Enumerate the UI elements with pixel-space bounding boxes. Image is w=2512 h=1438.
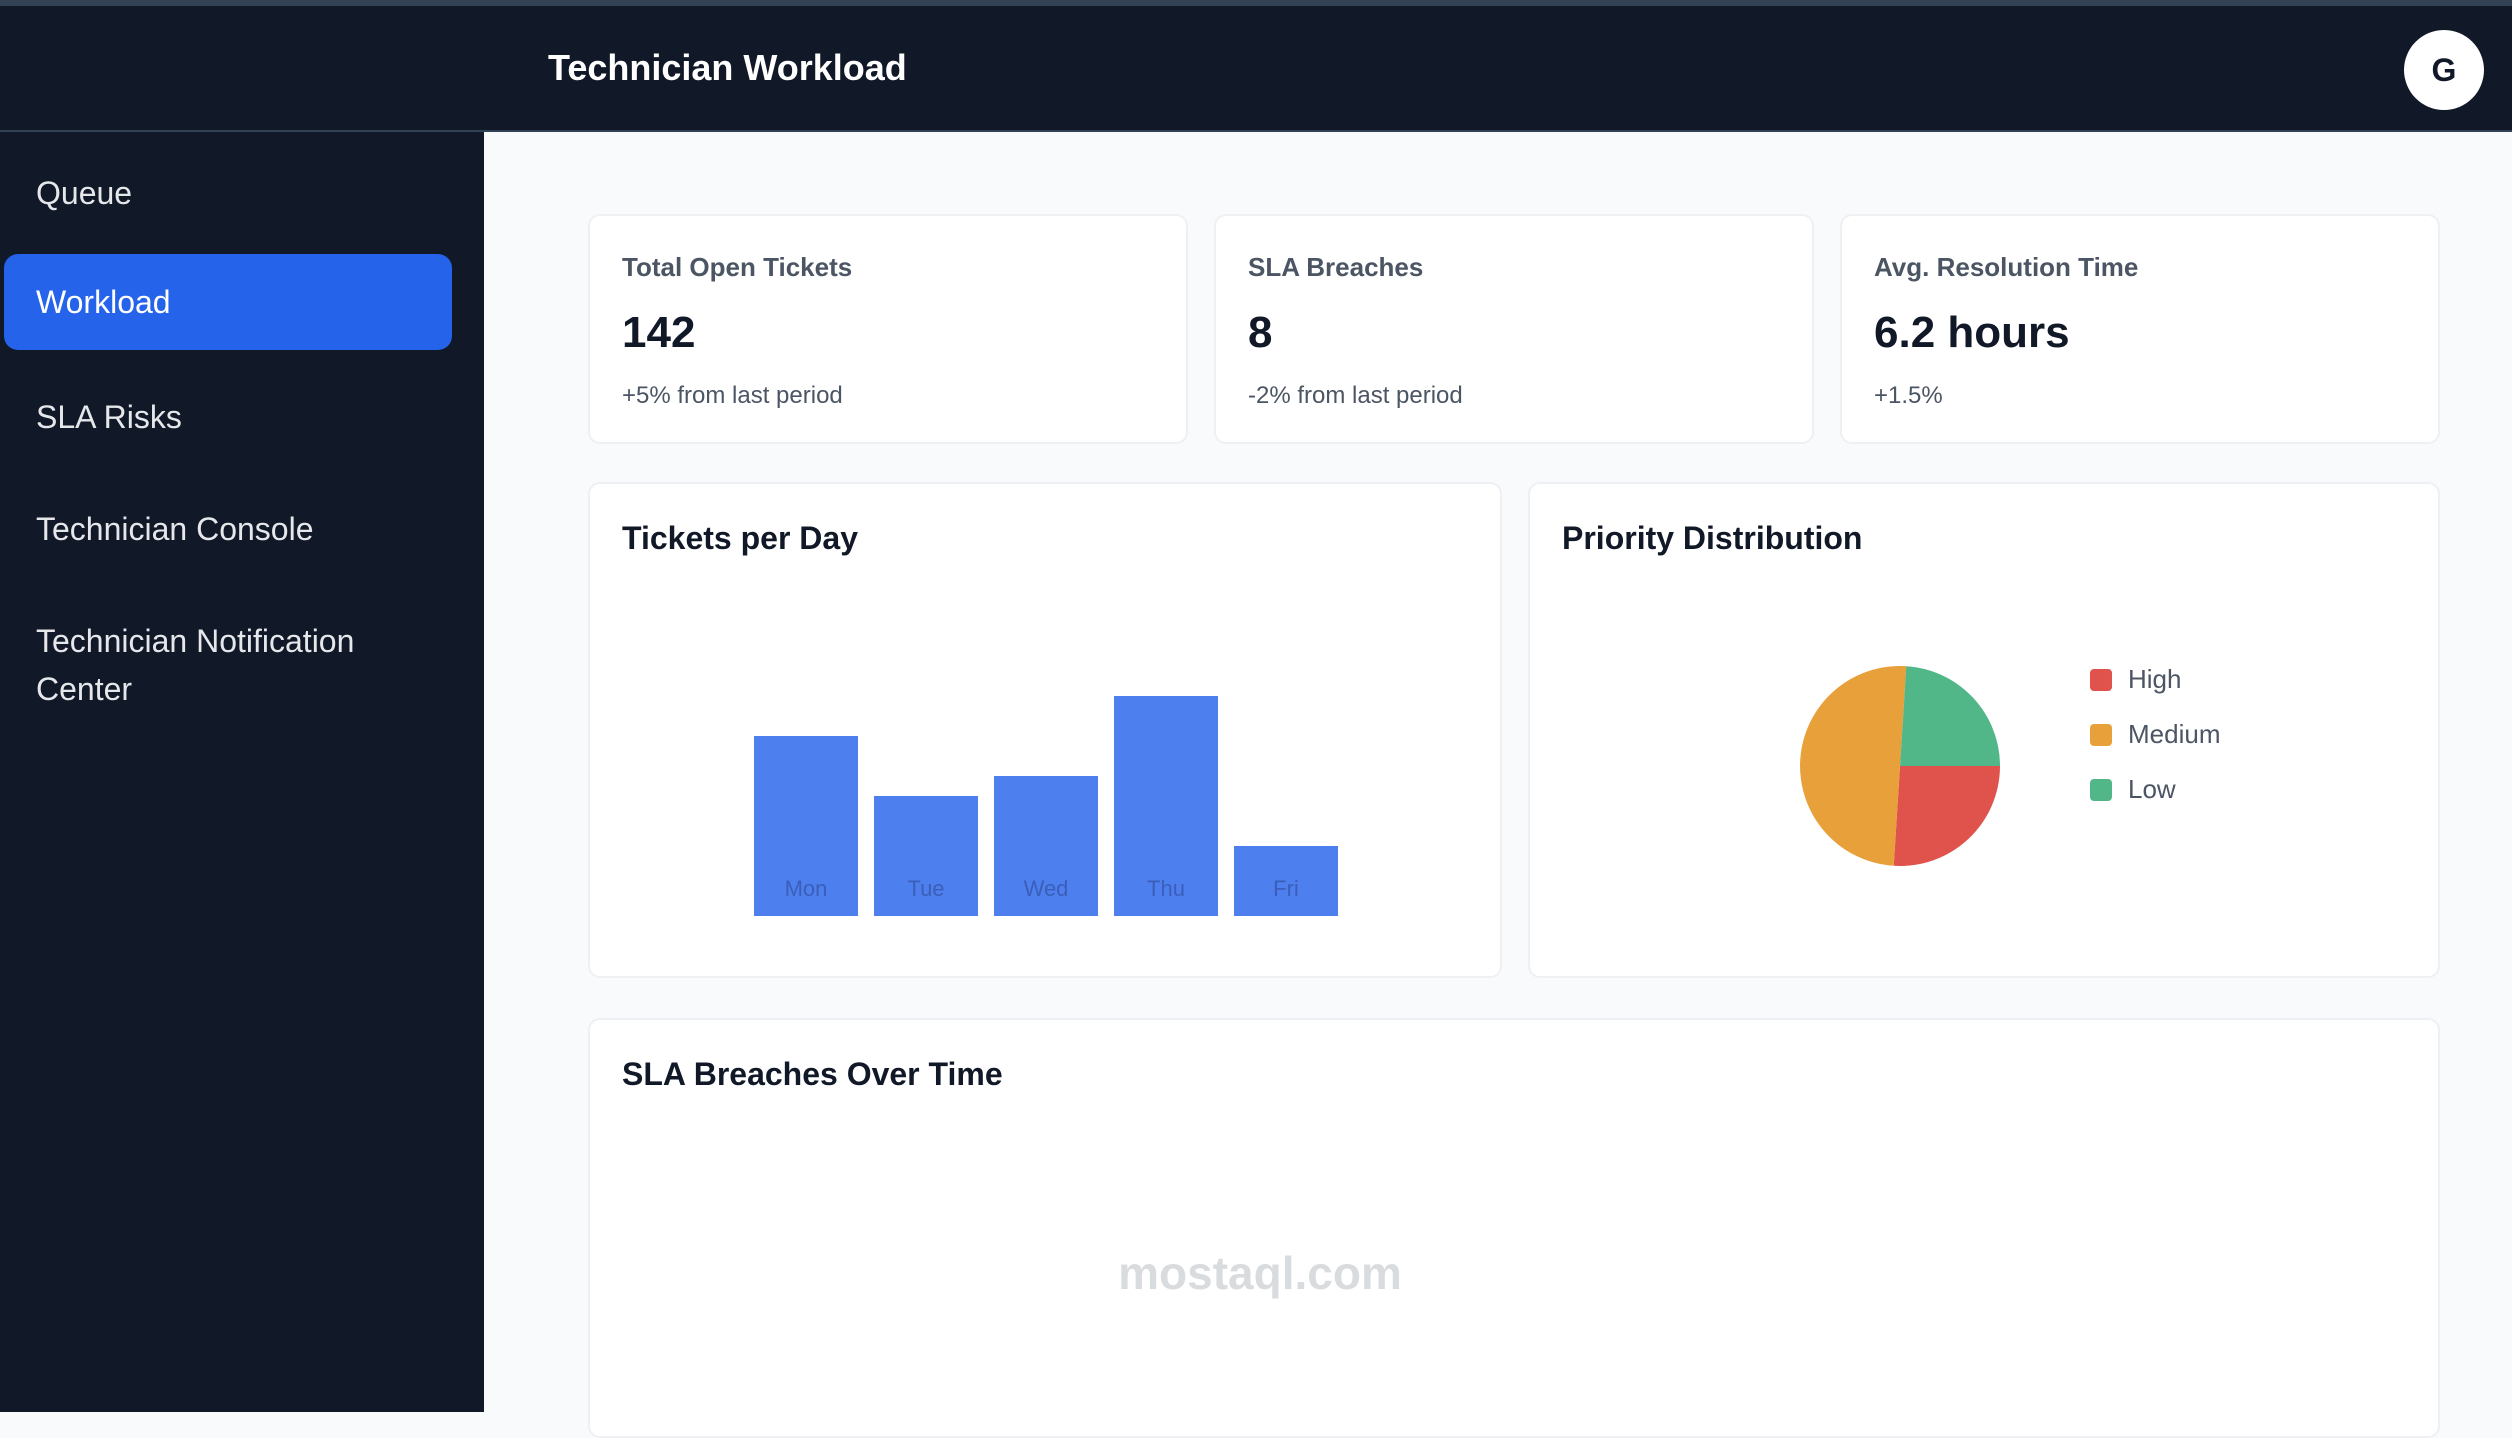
pie-slice-medium — [1800, 666, 1907, 866]
legend-item-low: Low — [2090, 774, 2176, 805]
stat-label: Avg. Resolution Time — [1874, 252, 2139, 282]
legend-swatch-high — [2090, 668, 2112, 691]
stat-change: +1.5% — [1874, 382, 1943, 409]
chart-title: SLA Breaches Over Time — [622, 1056, 1003, 1092]
line-chart — [590, 1020, 2438, 1436]
sidebar: Queue Workload SLA Risks Technician Cons… — [0, 132, 484, 1412]
stat-label: Total Open Tickets — [622, 252, 853, 282]
sidebar-item-technician-console[interactable]: Technician Console — [4, 500, 452, 558]
legend-label: Medium — [2128, 719, 2221, 749]
sidebar-item-sla-risks[interactable]: SLA Risks — [4, 388, 452, 446]
bar-chart: Mon Tue Wed Thu Fri — [754, 696, 1338, 916]
legend-swatch-low — [2090, 778, 2112, 801]
bar-fri — [1234, 846, 1338, 916]
legend-label: High — [2128, 664, 2182, 694]
top-header: Technician Workload G — [0, 6, 2512, 132]
window-top-border — [0, 0, 2512, 6]
tickets-per-day-card: Tickets per Day Mon Tue Wed Thu Fri — [588, 482, 1502, 978]
stat-change: -2% from last period — [1248, 382, 1463, 409]
bar-tick-label: Tue — [907, 876, 944, 901]
stat-value: 6.2 hours — [1874, 308, 2070, 357]
bar-tick-label: Mon — [785, 876, 828, 901]
stat-change: +5% from last period — [622, 382, 843, 409]
page-title: Technician Workload — [548, 47, 907, 88]
stat-card-avg-resolution-time: Avg. Resolution Time 6.2 hours +1.5% — [1840, 214, 2440, 444]
sidebar-item-label: Technician Notification — [36, 623, 355, 659]
bar-tue — [874, 796, 978, 916]
watermark: mostaql.com — [1118, 1247, 1402, 1299]
stat-value: 142 — [622, 308, 696, 357]
bar-tick-label: Thu — [1147, 876, 1185, 901]
stat-card-sla-breaches: SLA Breaches 8 -2% from last period — [1214, 214, 1814, 444]
sidebar-item-label-line2: Center — [36, 671, 133, 707]
bar-tick-label: Fri — [1273, 876, 1299, 901]
stat-label: SLA Breaches — [1248, 252, 1424, 282]
legend-swatch-medium — [2090, 723, 2112, 746]
sidebar-item-label: Queue — [36, 175, 133, 211]
chart-title: Tickets per Day — [622, 520, 858, 556]
stat-value: 8 — [1248, 308, 1273, 357]
sidebar-item-workload[interactable]: Workload — [4, 254, 452, 350]
stat-card-total-open-tickets: Total Open Tickets 142 +5% from last per… — [588, 214, 1188, 444]
main-content: Total Open Tickets 142 +5% from last per… — [484, 132, 2512, 1438]
bar-thu — [1114, 696, 1218, 916]
bar-wed — [994, 776, 1098, 916]
sidebar-item-label: SLA Risks — [36, 399, 182, 435]
priority-distribution-card: Priority Distribution High Medium Low — [1528, 482, 2440, 978]
legend-item-medium: Medium — [2090, 719, 2220, 750]
sidebar-item-technician-notification-center[interactable]: Technician Notification Center — [4, 612, 452, 718]
pie-slice-low — [1900, 666, 2000, 766]
user-avatar[interactable]: G — [2404, 30, 2484, 110]
bar-tick-label: Wed — [1024, 876, 1069, 901]
legend-label: Low — [2128, 774, 2176, 804]
chart-title: Priority Distribution — [1562, 520, 1863, 556]
sidebar-item-queue[interactable]: Queue — [4, 164, 452, 222]
pie-slice-high — [1893, 766, 2000, 866]
sidebar-item-label: Technician Console — [36, 511, 314, 547]
pie-chart — [1800, 666, 2000, 866]
bar-mon — [754, 736, 858, 916]
legend-item-high: High — [2090, 664, 2181, 695]
sidebar-item-label: Workload — [36, 284, 171, 320]
sla-breaches-over-time-card: SLA Breaches Over Time — [588, 1018, 2440, 1438]
